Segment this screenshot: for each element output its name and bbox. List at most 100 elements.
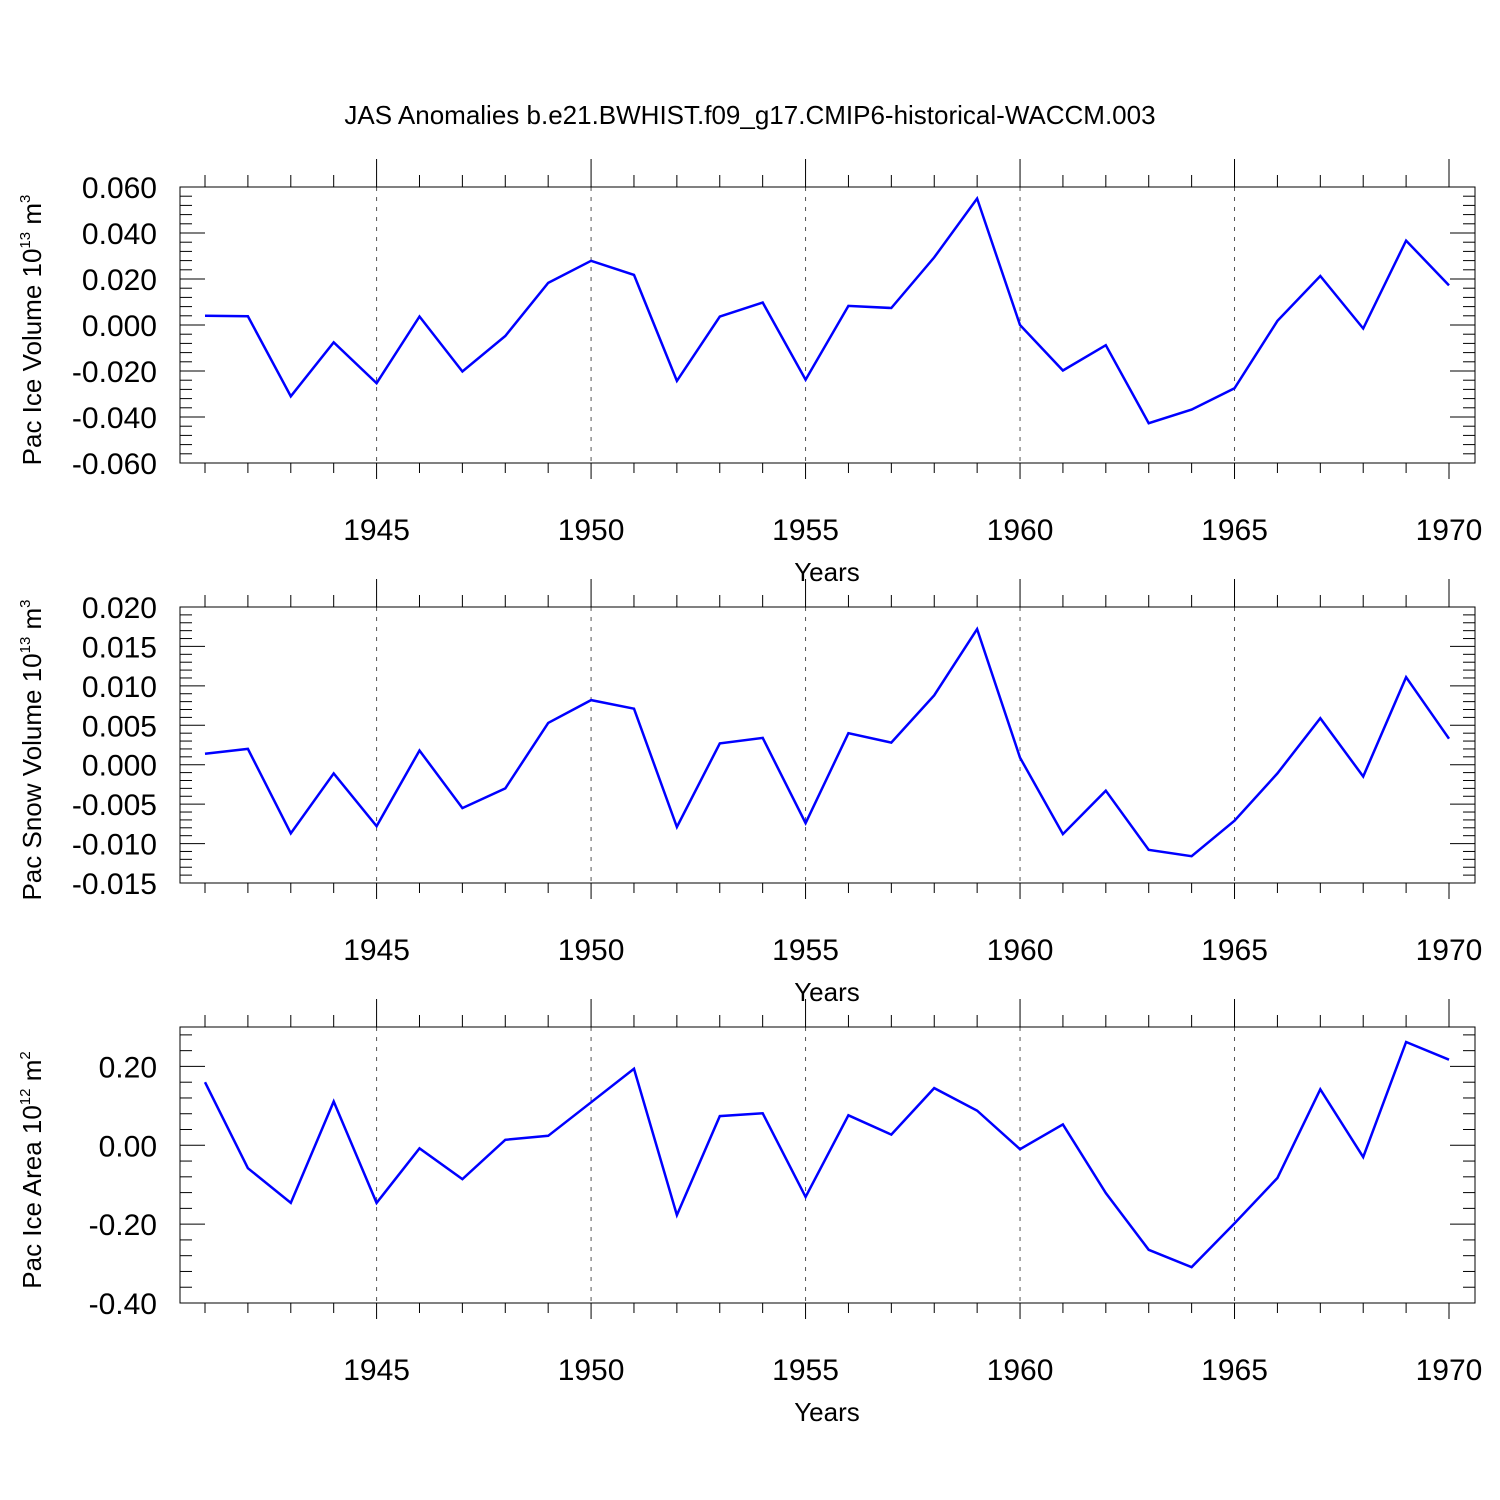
data-point <box>1061 832 1065 836</box>
x-tick-label: 1970 <box>1416 934 1483 967</box>
x-axis-title: Years <box>794 977 860 1007</box>
data-point <box>1404 675 1408 679</box>
y-tick-label: 0.000 <box>82 750 157 783</box>
data-point <box>975 627 979 631</box>
data-point <box>1447 283 1451 287</box>
data-point <box>1275 771 1279 775</box>
data-point <box>1104 789 1108 793</box>
panel-3: -0.40 -0.20 0.00 0.20 1945 1950 1955 1960 1965 19… <box>17 999 1482 1427</box>
data-point <box>675 825 679 829</box>
y-tick-label: 0.005 <box>82 710 157 743</box>
x-tick-label: 1965 <box>1201 514 1268 547</box>
y-tick-label: -0.40 <box>89 1288 157 1321</box>
data-point <box>332 340 336 344</box>
x-tick-label: 1970 <box>1416 514 1483 547</box>
data-point <box>375 1201 379 1205</box>
data-point <box>632 1067 636 1071</box>
panel-1: -0.060 -0.040 -0.020 0.000 0.020 0.040 0.060 19… <box>17 159 1482 587</box>
data-point <box>1147 421 1151 425</box>
y-tick-label: 0.060 <box>82 172 157 205</box>
data-point <box>761 736 765 740</box>
x-tick-label: 1950 <box>558 1354 625 1387</box>
y-axis-title-unit-exponent: 3 <box>17 599 34 607</box>
data-point <box>460 1177 464 1181</box>
data-point <box>460 369 464 373</box>
x-tick-label: 1945 <box>343 934 410 967</box>
data-point <box>761 300 765 304</box>
data-point <box>1275 319 1279 323</box>
y-axis-title: Pac Ice Volume 1013 m3 <box>17 195 47 466</box>
data-point <box>289 394 293 398</box>
y-tick-label: 0.040 <box>82 218 157 251</box>
data-point <box>1104 1191 1108 1195</box>
data-point <box>1018 756 1022 760</box>
data-point <box>846 304 850 308</box>
y-tick-label: 0.20 <box>99 1051 157 1084</box>
x-axis-title: Years <box>794 557 860 587</box>
plot-frame <box>179 606 1476 884</box>
y-tick-label: -0.20 <box>89 1209 157 1242</box>
data-point <box>417 314 421 318</box>
data-point <box>332 1100 336 1104</box>
data-point <box>846 1113 850 1117</box>
data-point <box>932 255 936 259</box>
series-line <box>204 626 1451 858</box>
data-point <box>1104 343 1108 347</box>
y-axis-title-exponent: 13 <box>17 232 34 249</box>
y-tick-label: -0.040 <box>72 402 157 435</box>
y-axis-title-unit: m <box>17 608 47 637</box>
data-point <box>589 1100 593 1104</box>
data-point <box>1318 274 1322 278</box>
y-tick-label: 0.00 <box>99 1130 157 1163</box>
y-axis-title-unit-exponent: 2 <box>17 1051 34 1059</box>
data-point <box>846 731 850 735</box>
data-point <box>503 334 507 338</box>
y-tick-label: -0.060 <box>72 448 157 481</box>
data-point <box>804 1195 808 1199</box>
data-point <box>1404 1040 1408 1044</box>
data-point <box>889 741 893 745</box>
data-point <box>1361 326 1365 330</box>
y-axis-title-text: Pac Snow Volume 10 <box>17 653 47 900</box>
data-point <box>1233 1221 1237 1225</box>
data-point <box>289 1201 293 1205</box>
x-tick-label: 1970 <box>1416 1354 1483 1387</box>
data-point <box>975 1109 979 1113</box>
data-point <box>1190 1265 1194 1269</box>
data-point <box>589 698 593 702</box>
data-point <box>804 821 808 825</box>
data-point <box>1447 1058 1451 1062</box>
data-point <box>203 314 207 318</box>
data-point <box>1275 1176 1279 1180</box>
x-tick-label: 1960 <box>987 1354 1054 1387</box>
data-point <box>1061 369 1065 373</box>
data-point <box>1018 1147 1022 1151</box>
data-point <box>332 771 336 775</box>
data-point <box>675 379 679 383</box>
y-tick-label: -0.015 <box>72 868 157 901</box>
data-point <box>375 381 379 385</box>
y-axis-title-exponent: 13 <box>17 637 34 654</box>
y-tick-label: 0.020 <box>82 592 157 625</box>
data-point <box>246 314 250 318</box>
x-axis-title: Years <box>794 1397 860 1427</box>
data-point <box>1018 323 1022 327</box>
data-point <box>932 1086 936 1090</box>
data-point <box>1233 386 1237 390</box>
data-point <box>1361 1155 1365 1159</box>
y-tick-label: 0.000 <box>82 310 157 343</box>
data-point <box>417 1146 421 1150</box>
y-tick-label: -0.005 <box>72 789 157 822</box>
x-tick-label: 1950 <box>558 514 625 547</box>
data-point <box>1404 239 1408 243</box>
data-point <box>375 824 379 828</box>
y-tick-label: -0.020 <box>72 356 157 389</box>
data-point <box>1447 737 1451 741</box>
series-line <box>203 1040 1450 1269</box>
x-tick-label: 1955 <box>772 934 839 967</box>
plot-frame <box>179 186 1476 464</box>
y-tick-label: 0.020 <box>82 264 157 297</box>
x-tick-label: 1950 <box>558 934 625 967</box>
data-point <box>1361 775 1365 779</box>
